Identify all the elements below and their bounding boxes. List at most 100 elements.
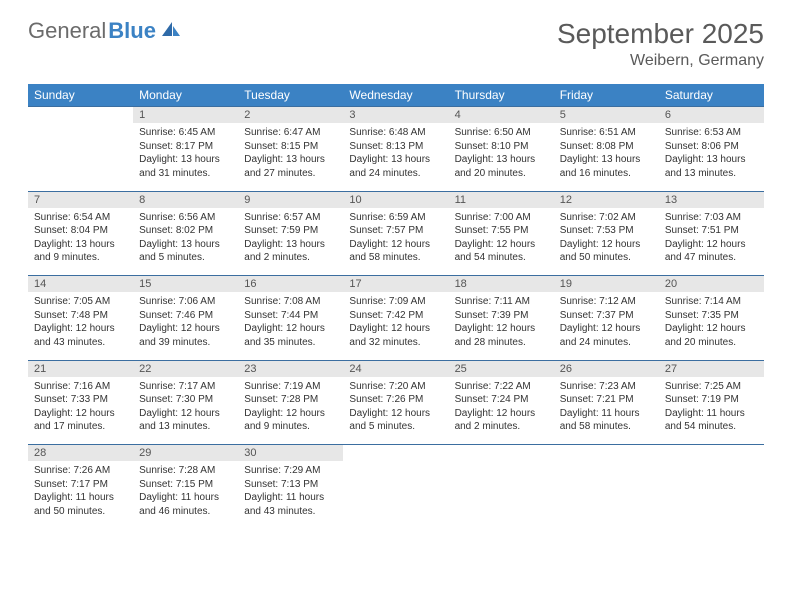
day2-text: and 39 minutes. <box>139 336 232 350</box>
sunset-text: Sunset: 7:33 PM <box>34 393 127 407</box>
day-content-row: Sunrise: 6:45 AMSunset: 8:17 PMDaylight:… <box>28 123 764 191</box>
month-title: September 2025 <box>557 18 764 50</box>
day-content-cell <box>449 461 554 529</box>
day1-text: Daylight: 12 hours <box>455 407 548 421</box>
day-number-row: 123456 <box>28 107 764 124</box>
sunset-text: Sunset: 8:08 PM <box>560 140 653 154</box>
sunset-text: Sunset: 8:10 PM <box>455 140 548 154</box>
location-label: Weibern, Germany <box>557 52 764 70</box>
day1-text: Daylight: 13 hours <box>560 153 653 167</box>
sunrise-text: Sunrise: 7:06 AM <box>139 295 232 309</box>
day1-text: Daylight: 12 hours <box>560 238 653 252</box>
day2-text: and 24 minutes. <box>349 167 442 181</box>
sunset-text: Sunset: 7:48 PM <box>34 309 127 323</box>
day2-text: and 54 minutes. <box>455 251 548 265</box>
day-content-cell: Sunrise: 7:14 AMSunset: 7:35 PMDaylight:… <box>659 292 764 360</box>
day-header: Saturday <box>659 84 764 107</box>
title-block: September 2025 Weibern, Germany <box>557 18 764 70</box>
day-content-cell: Sunrise: 7:19 AMSunset: 7:28 PMDaylight:… <box>238 377 343 445</box>
day1-text: Daylight: 12 hours <box>139 322 232 336</box>
day2-text: and 27 minutes. <box>244 167 337 181</box>
day-content-cell: Sunrise: 7:22 AMSunset: 7:24 PMDaylight:… <box>449 377 554 445</box>
day2-text: and 50 minutes. <box>560 251 653 265</box>
day1-text: Daylight: 11 hours <box>34 491 127 505</box>
day-number-row: 21222324252627 <box>28 360 764 377</box>
day-content-cell: Sunrise: 7:02 AMSunset: 7:53 PMDaylight:… <box>554 208 659 276</box>
sunset-text: Sunset: 7:13 PM <box>244 478 337 492</box>
sunrise-text: Sunrise: 7:00 AM <box>455 211 548 225</box>
day-number-cell: 1 <box>133 107 238 124</box>
sunset-text: Sunset: 8:13 PM <box>349 140 442 154</box>
day-number-cell: 5 <box>554 107 659 124</box>
day-number-cell: 27 <box>659 360 764 377</box>
sunrise-text: Sunrise: 7:14 AM <box>665 295 758 309</box>
day1-text: Daylight: 13 hours <box>34 238 127 252</box>
day-number-cell: 10 <box>343 191 448 208</box>
day1-text: Daylight: 12 hours <box>560 322 653 336</box>
sunrise-text: Sunrise: 6:50 AM <box>455 126 548 140</box>
sunset-text: Sunset: 8:02 PM <box>139 224 232 238</box>
day2-text: and 16 minutes. <box>560 167 653 181</box>
sunrise-text: Sunrise: 7:08 AM <box>244 295 337 309</box>
sunset-text: Sunset: 7:24 PM <box>455 393 548 407</box>
day-number-cell: 2 <box>238 107 343 124</box>
day2-text: and 54 minutes. <box>665 420 758 434</box>
day-number-cell: 3 <box>343 107 448 124</box>
sunset-text: Sunset: 7:37 PM <box>560 309 653 323</box>
sunrise-text: Sunrise: 7:09 AM <box>349 295 442 309</box>
day-number-cell: 18 <box>449 276 554 293</box>
day-content-cell: Sunrise: 7:23 AMSunset: 7:21 PMDaylight:… <box>554 377 659 445</box>
day-number-cell: 17 <box>343 276 448 293</box>
day2-text: and 28 minutes. <box>455 336 548 350</box>
sunset-text: Sunset: 7:55 PM <box>455 224 548 238</box>
day-number-cell: 22 <box>133 360 238 377</box>
day2-text: and 20 minutes. <box>455 167 548 181</box>
day2-text: and 43 minutes. <box>34 336 127 350</box>
day2-text: and 35 minutes. <box>244 336 337 350</box>
day-number-cell <box>28 107 133 124</box>
day1-text: Daylight: 11 hours <box>139 491 232 505</box>
sunrise-text: Sunrise: 7:19 AM <box>244 380 337 394</box>
day-number-cell: 15 <box>133 276 238 293</box>
day-number-cell: 16 <box>238 276 343 293</box>
sunset-text: Sunset: 7:35 PM <box>665 309 758 323</box>
day-content-cell: Sunrise: 7:25 AMSunset: 7:19 PMDaylight:… <box>659 377 764 445</box>
day-content-cell: Sunrise: 6:50 AMSunset: 8:10 PMDaylight:… <box>449 123 554 191</box>
day-content-cell: Sunrise: 7:17 AMSunset: 7:30 PMDaylight:… <box>133 377 238 445</box>
day-number-cell: 29 <box>133 445 238 462</box>
day-header: Friday <box>554 84 659 107</box>
sunrise-text: Sunrise: 7:12 AM <box>560 295 653 309</box>
day2-text: and 13 minutes. <box>139 420 232 434</box>
day-content-cell <box>343 461 448 529</box>
day2-text: and 58 minutes. <box>349 251 442 265</box>
sunset-text: Sunset: 7:21 PM <box>560 393 653 407</box>
day-number-cell <box>449 445 554 462</box>
sunrise-text: Sunrise: 6:53 AM <box>665 126 758 140</box>
day2-text: and 32 minutes. <box>349 336 442 350</box>
day-content-cell: Sunrise: 7:11 AMSunset: 7:39 PMDaylight:… <box>449 292 554 360</box>
sunset-text: Sunset: 7:51 PM <box>665 224 758 238</box>
day-content-row: Sunrise: 7:05 AMSunset: 7:48 PMDaylight:… <box>28 292 764 360</box>
day-content-cell <box>659 461 764 529</box>
day-content-cell: Sunrise: 6:47 AMSunset: 8:15 PMDaylight:… <box>238 123 343 191</box>
day1-text: Daylight: 12 hours <box>34 322 127 336</box>
day-number-cell <box>659 445 764 462</box>
day1-text: Daylight: 13 hours <box>665 153 758 167</box>
day-content-cell: Sunrise: 7:08 AMSunset: 7:44 PMDaylight:… <box>238 292 343 360</box>
sunset-text: Sunset: 7:46 PM <box>139 309 232 323</box>
day-content-cell: Sunrise: 7:29 AMSunset: 7:13 PMDaylight:… <box>238 461 343 529</box>
sunrise-text: Sunrise: 7:03 AM <box>665 211 758 225</box>
sunset-text: Sunset: 7:57 PM <box>349 224 442 238</box>
day1-text: Daylight: 11 hours <box>244 491 337 505</box>
day-number-cell: 24 <box>343 360 448 377</box>
day-number-cell: 28 <box>28 445 133 462</box>
day2-text: and 58 minutes. <box>560 420 653 434</box>
day-content-cell <box>28 123 133 191</box>
sunrise-text: Sunrise: 7:28 AM <box>139 464 232 478</box>
day-number-cell: 7 <box>28 191 133 208</box>
day2-text: and 50 minutes. <box>34 505 127 519</box>
day1-text: Daylight: 12 hours <box>349 407 442 421</box>
day-number-cell <box>554 445 659 462</box>
day-header: Tuesday <box>238 84 343 107</box>
day1-text: Daylight: 11 hours <box>665 407 758 421</box>
